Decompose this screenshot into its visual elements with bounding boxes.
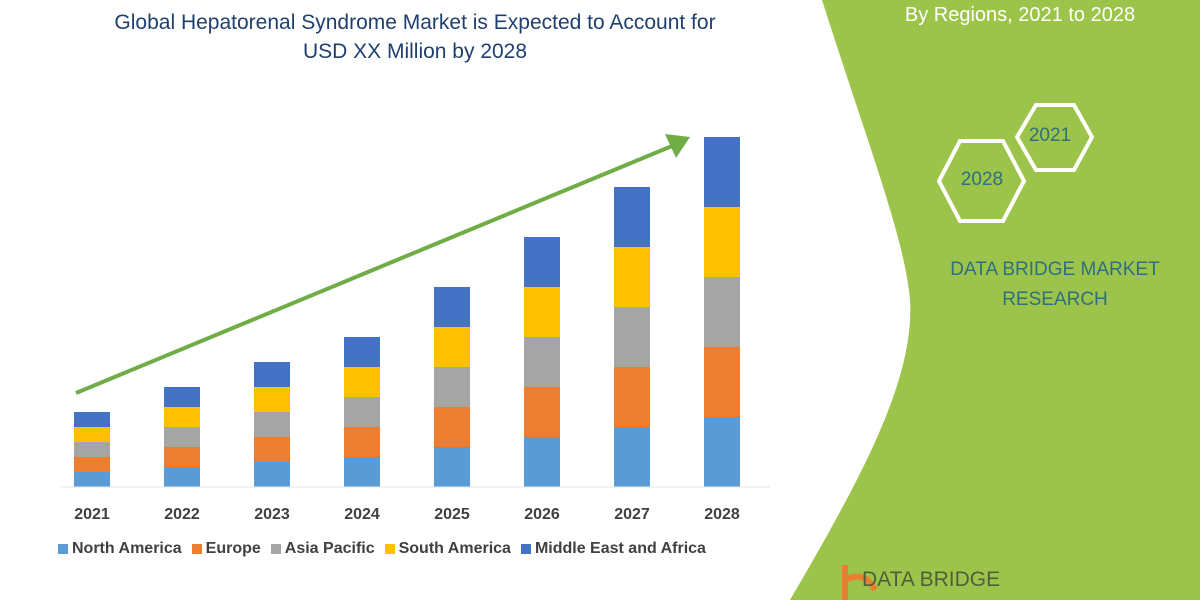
legend-label: Europe xyxy=(205,540,261,557)
trend-arrow-head xyxy=(665,134,690,158)
bar-segment-2026-north-america xyxy=(524,437,560,487)
chart-legend: North America Europe Asia Pacific South Ame… xyxy=(58,540,706,558)
legend-item: Asia Pacific xyxy=(270,540,375,558)
bar-segment-2024-asia-pacific xyxy=(344,397,380,427)
hex-label-2021: 2021 xyxy=(1028,125,1072,146)
bar-segment-2025-middle-east-and-africa xyxy=(434,287,470,327)
bar-segment-2027-asia-pacific xyxy=(614,307,650,367)
x-tick-label: 2024 xyxy=(344,506,380,523)
bar-segment-2022-north-america xyxy=(164,467,200,487)
legend-item: Middle East and Africa xyxy=(520,540,706,558)
bar-segment-2028-middle-east-and-africa xyxy=(704,137,740,207)
bar-segment-2021-north-america xyxy=(74,472,110,487)
bar-segment-2025-asia-pacific xyxy=(434,367,470,407)
bar-segment-2028-europe xyxy=(704,347,740,417)
bar-segment-2028-north-america xyxy=(704,417,740,487)
bar-segment-2023-asia-pacific xyxy=(254,412,290,437)
bar-segment-2022-asia-pacific xyxy=(164,427,200,447)
trend-arrow-line xyxy=(75,144,673,395)
bar-segment-2021-middle-east-and-africa xyxy=(74,412,110,427)
x-tick-label: 2025 xyxy=(434,506,470,523)
panel-subtitle: By Regions, 2021 to 2028 xyxy=(904,4,1136,26)
bar-segment-2027-south-america xyxy=(614,247,650,307)
bar-segment-2024-middle-east-and-africa xyxy=(344,337,380,367)
logo-mark-icon xyxy=(842,565,878,600)
logo-text: DATA BRIDGE xyxy=(862,568,1001,591)
bar-segment-2021-asia-pacific xyxy=(74,442,110,457)
bar-segment-2026-middle-east-and-africa xyxy=(524,237,560,287)
bar-segment-2022-south-america xyxy=(164,407,200,427)
legend-label: North America xyxy=(72,540,182,557)
legend-swatch xyxy=(270,544,281,554)
bar-segment-2024-north-america xyxy=(344,457,380,487)
legend-item: Europe xyxy=(191,540,261,558)
title-line-2: USD XX Million by 2028 xyxy=(302,40,528,63)
x-tick-label: 2026 xyxy=(524,506,560,523)
bar-segment-2028-south-america xyxy=(704,207,740,277)
x-tick-label: 2023 xyxy=(254,506,290,523)
brand-line-1: DATA BRIDGE MARKET xyxy=(950,259,1160,280)
bar-segment-2026-asia-pacific xyxy=(524,337,560,387)
hex-2021 xyxy=(1014,103,1095,172)
legend-item: South America xyxy=(384,540,511,558)
legend-swatch xyxy=(384,544,395,554)
x-tick-label: 2028 xyxy=(704,506,740,523)
bar-segment-2025-south-america xyxy=(434,327,470,367)
bar-segment-2027-north-america xyxy=(614,427,650,487)
bar-segment-2021-europe xyxy=(74,457,110,472)
bar-segment-2026-europe xyxy=(524,387,560,437)
bar-segment-2024-europe xyxy=(344,427,380,457)
hex-label-2028: 2028 xyxy=(960,169,1004,190)
bar-segment-2026-south-america xyxy=(524,287,560,337)
brand-line-2: RESEARCH xyxy=(1002,289,1108,310)
legend-label: Asia Pacific xyxy=(284,540,375,557)
bar-segment-2022-europe xyxy=(164,447,200,467)
brand-name: DATA BRIDGE MARKET RESEARCH xyxy=(925,255,1185,315)
bar-segment-2028-asia-pacific xyxy=(704,277,740,347)
bar-segment-2023-south-america xyxy=(254,387,290,412)
bar-segment-2023-europe xyxy=(254,437,290,462)
bar-segment-2023-north-america xyxy=(254,462,290,487)
bar-segment-2025-europe xyxy=(434,407,470,447)
bar-segment-2024-south-america xyxy=(344,367,380,397)
page-title: Global Hepatorenal Syndrome Market is Ex… xyxy=(40,8,790,66)
legend-swatch xyxy=(191,544,202,554)
legend-item: North America xyxy=(58,540,182,558)
green-panel xyxy=(790,0,1200,600)
title-line-1: Global Hepatorenal Syndrome Market is Ex… xyxy=(114,11,716,34)
x-tick-label: 2027 xyxy=(614,506,650,523)
bar-segment-2022-middle-east-and-africa xyxy=(164,387,200,407)
x-tick-label: 2022 xyxy=(164,506,200,523)
legend-label: Middle East and Africa xyxy=(534,540,706,557)
legend-swatch xyxy=(520,544,531,554)
bar-segment-2027-europe xyxy=(614,367,650,427)
bar-segment-2023-middle-east-and-africa xyxy=(254,362,290,387)
hex-2028 xyxy=(936,139,1027,223)
bar-segment-2025-north-america xyxy=(434,447,470,487)
legend-swatch xyxy=(58,544,68,554)
bar-segment-2021-south-america xyxy=(74,427,110,442)
legend-label: South America xyxy=(398,540,511,557)
x-tick-label: 2021 xyxy=(74,506,110,523)
bar-segment-2027-middle-east-and-africa xyxy=(614,187,650,247)
